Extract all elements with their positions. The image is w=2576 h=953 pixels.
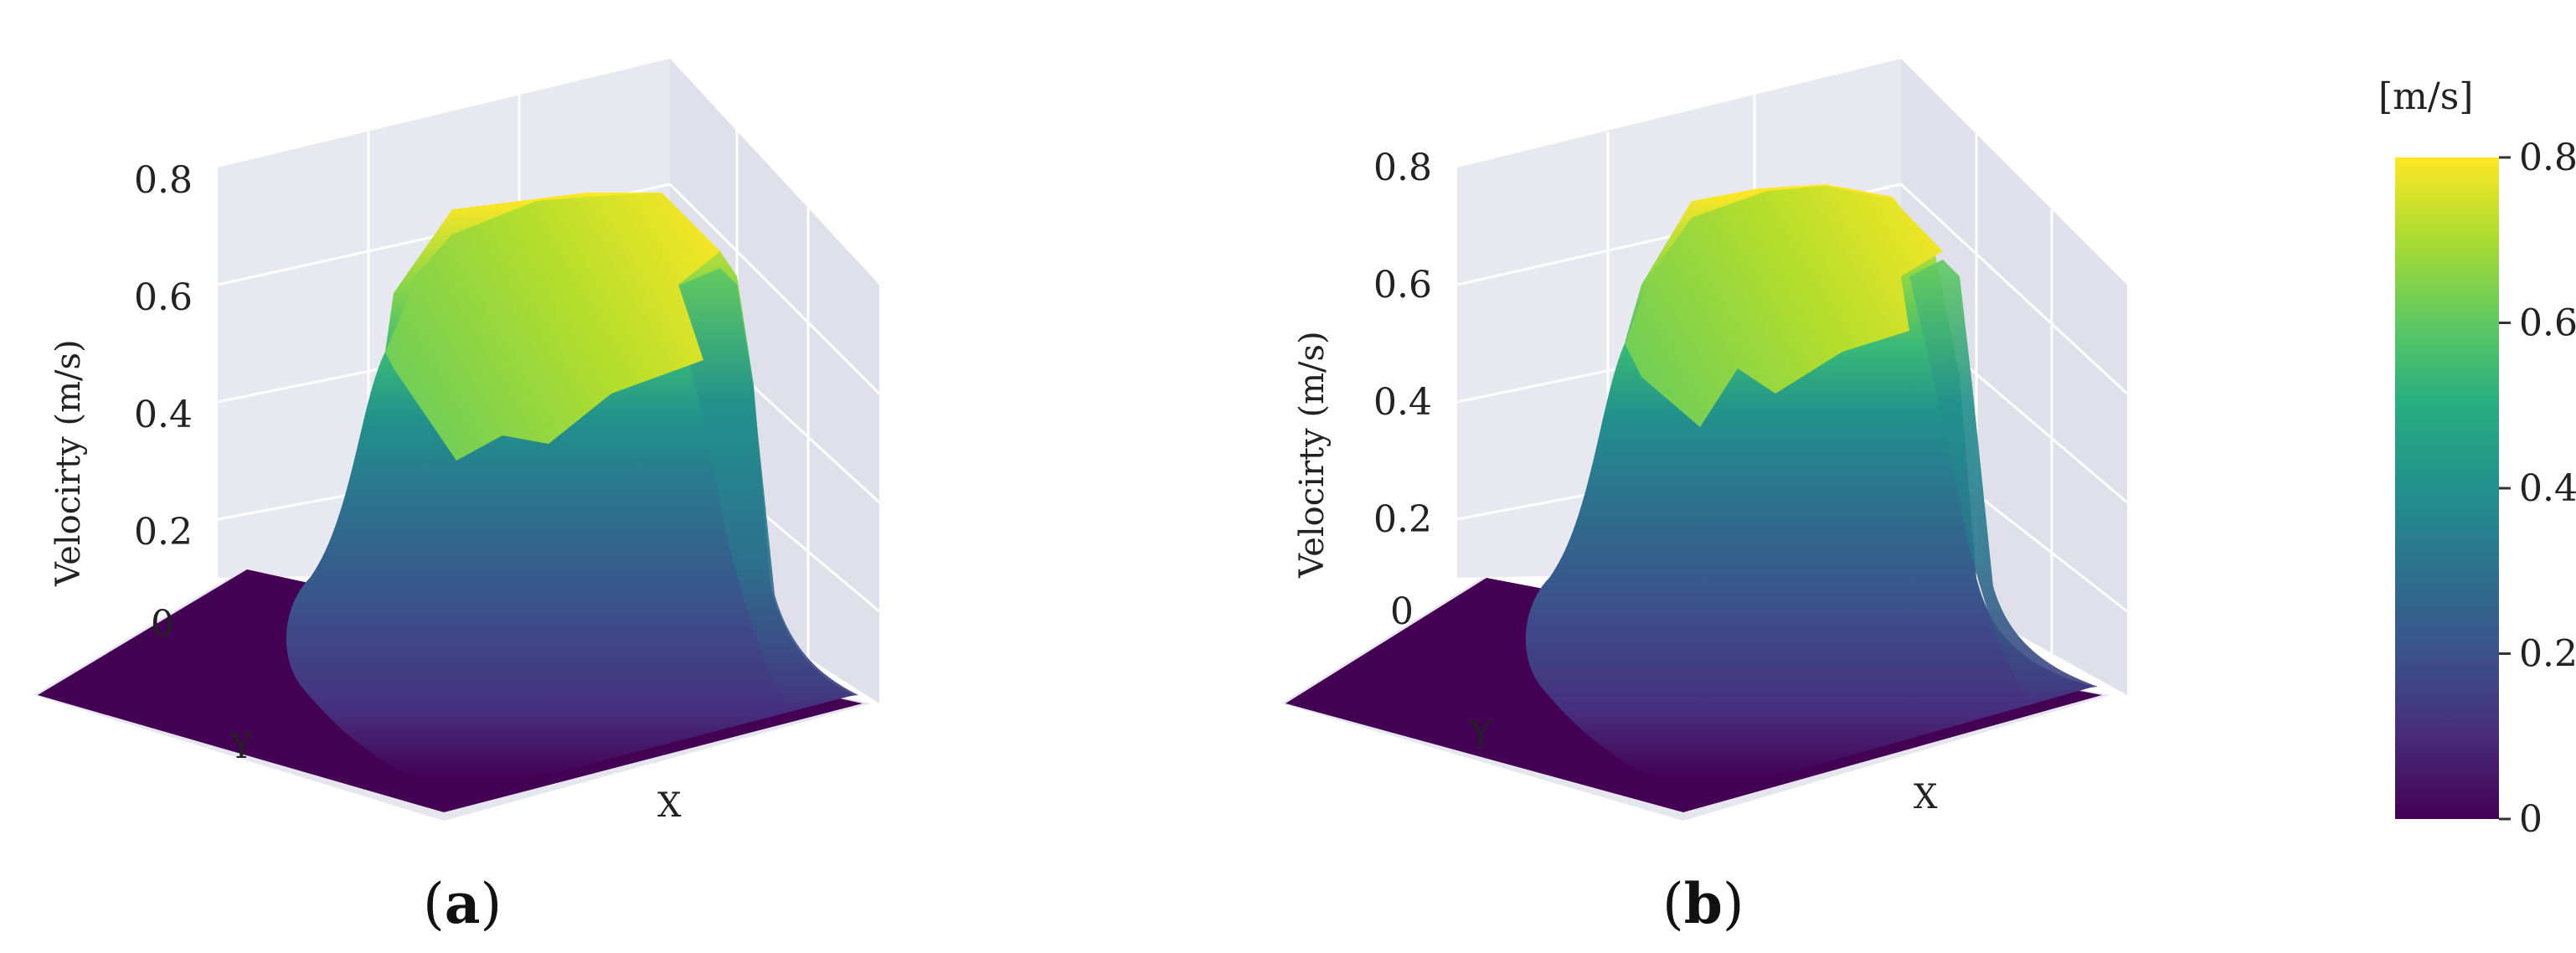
- colorbar-tick-label: 0: [2519, 798, 2543, 841]
- colorbar-tick-label: 0.8: [2519, 137, 2576, 179]
- panel-b-ylabel: Y: [1469, 715, 1492, 754]
- panel-a-label-letter: a: [444, 871, 481, 936]
- panel-a-ztick-0.4: 0.4: [134, 394, 193, 436]
- panel-b-zticks: 0.8 0.6 0.4 0.2 0: [1373, 147, 1432, 633]
- panel-b-label: (b): [1662, 871, 1744, 936]
- panel-b: 0.8 0.6 0.4 0.2 0 Velocirty (m/s) Y X: [1281, 59, 2129, 821]
- panel-b-ztick-0.6: 0.6: [1373, 264, 1432, 307]
- panel-a-ztick-0: 0: [151, 603, 174, 646]
- colorbar-tick-label: 0.6: [2519, 302, 2576, 345]
- panel-b-surface-side: [1909, 260, 2098, 695]
- panel-b-ztick-0.4: 0.4: [1373, 381, 1432, 424]
- panel-a-ztick-0.8: 0.8: [134, 159, 193, 202]
- panel-a: 0.8 0.6 0.4 0.2 0 Velocirty (m/s) Y X: [33, 59, 881, 825]
- colorbar-tick-label: 0.4: [2519, 467, 2576, 510]
- colorbar: [m/s] 0.8 0.6 0.4 0.2 0: [2378, 75, 2576, 841]
- panel-a-zticks: 0.8 0.6 0.4 0.2 0: [134, 159, 193, 646]
- panel-b-zlabel: Velocirty (m/s): [1293, 331, 1332, 579]
- panel-a-surface-top: [385, 193, 720, 461]
- panel-b-surface-top: [1625, 186, 1943, 427]
- panel-a-ztick-0.6: 0.6: [134, 276, 193, 319]
- panel-b-label-letter: b: [1683, 871, 1723, 936]
- panel-a-ztick-0.2: 0.2: [134, 511, 193, 554]
- colorbar-tick-label: 0.2: [2519, 633, 2576, 676]
- panel-b-ztick-0.2: 0.2: [1373, 498, 1432, 541]
- panel-b-xlabel: X: [1914, 778, 1938, 816]
- panel-b-ztick-0.8: 0.8: [1373, 147, 1432, 189]
- panel-b-ztick-0: 0: [1390, 590, 1414, 633]
- panel-a-surface-side: [670, 268, 858, 703]
- panel-a-label: (a): [423, 871, 502, 936]
- colorbar-ticks: 0.8 0.6 0.4 0.2 0: [2499, 137, 2576, 841]
- panel-a-ylabel: Y: [229, 728, 253, 766]
- colorbar-gradient: [2395, 157, 2499, 819]
- panel-a-zlabel: Velocirty (m/s): [49, 339, 88, 587]
- colorbar-unit: [m/s]: [2378, 75, 2473, 118]
- panel-a-xlabel: X: [657, 786, 682, 825]
